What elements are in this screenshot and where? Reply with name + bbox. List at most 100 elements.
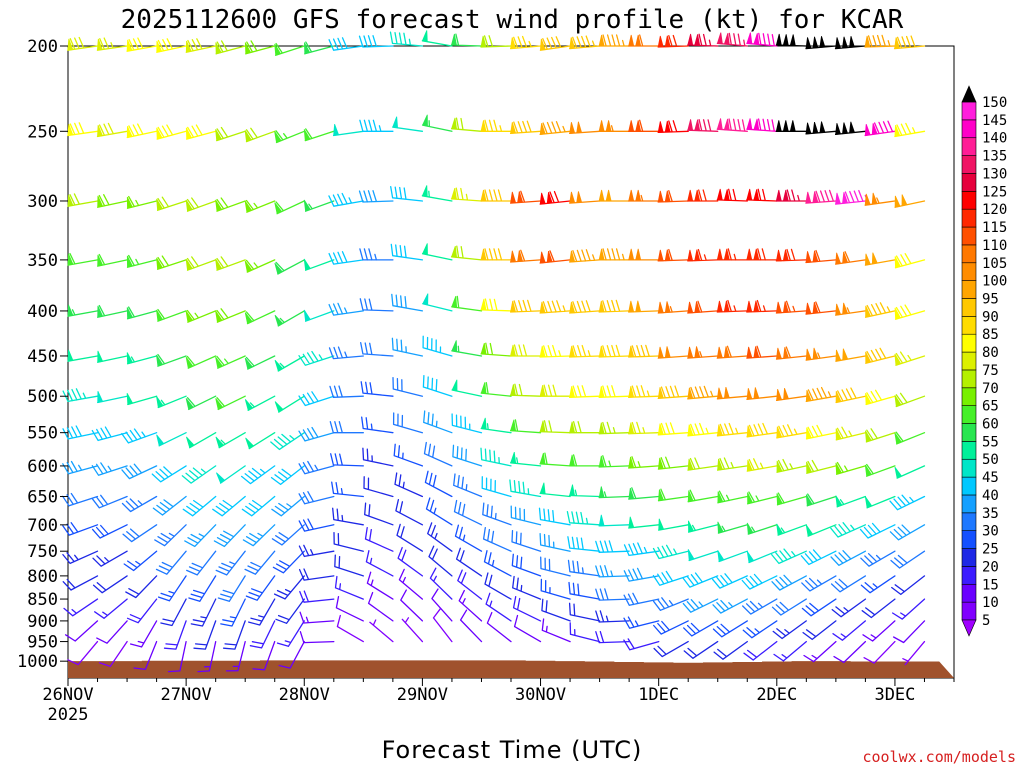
colorbar-bin [961,351,977,371]
wind-barb [835,387,867,404]
colorbar-label: 135 [982,149,1007,165]
wind-barb [486,611,512,643]
colorbar-label: 30 [982,524,999,540]
wind-barb [421,30,453,47]
wind-barb [273,575,305,600]
wind-barb [123,550,158,572]
wind-barb [890,550,926,569]
wind-barb [215,197,246,212]
wind-barb [598,34,630,47]
wind-barb [63,598,99,617]
wind-barb [775,300,807,314]
wind-barb [540,578,571,600]
wind-barb [567,559,601,577]
wind-barb [275,598,305,624]
wind-barb [628,119,660,132]
wind-barb [359,248,394,261]
wind-barb [91,494,128,509]
wind-barb [303,199,335,212]
wind-barb [834,189,869,205]
wind-barb [511,529,542,552]
wind-barb [240,465,276,485]
colorbar-label: 55 [982,434,999,450]
wind-barb [658,518,689,531]
wind-barb [182,495,217,517]
wind-barb [539,384,571,397]
wind-barb [244,40,276,55]
wind-barb [421,185,453,202]
wind-barb [156,196,187,211]
wind-barb [480,189,512,202]
wind-barb [129,620,158,648]
wind-barb [429,567,453,600]
wind-barb [400,589,424,622]
colorbar-label: 15 [982,577,999,593]
credit-link[interactable]: coolwx.com/models [862,748,1016,766]
wind-barb [806,459,837,474]
wind-barbs [62,30,926,673]
wind-barb [330,453,364,467]
wind-barb [717,550,748,563]
wind-barb [623,542,660,557]
wind-barb [716,422,748,437]
wind-barb [97,253,128,267]
wind-barb [598,385,630,398]
x-tick-label: 1DEC [638,685,679,705]
wind-barb [358,190,394,203]
wind-barb [805,301,837,315]
wind-barb [776,424,807,439]
wind-barb [742,620,778,639]
wind-barb [359,119,394,132]
wind-barb [361,416,394,434]
wind-barb [270,465,305,486]
terrain-surface [68,660,954,678]
wind-barb [568,484,601,498]
x-tick-label: 3DEC [874,685,915,705]
wind-barb [216,465,246,484]
surface-layer [68,660,954,678]
wind-barb [62,460,99,475]
wind-barb [215,550,246,576]
wind-barb [244,550,276,575]
wind-barb [274,310,305,327]
wind-barb [328,192,364,207]
wind-barb [332,507,364,526]
y-axis: 200 250 300 350 400 450 500 550 600 650 700 750 800 8… [17,37,68,672]
colorbar-bin [961,441,977,460]
colorbar-bin [961,316,977,335]
wind-barb [244,310,276,325]
wind-barb [364,527,394,552]
wind-barb [598,248,630,261]
wind-barb [864,120,896,137]
wind-barb [225,640,246,672]
wind-barb [64,620,99,642]
wind-barb [451,379,483,397]
wind-barb [541,598,571,622]
wind-barb [167,640,187,673]
wind-barb [94,598,128,619]
wind-barb [805,524,837,537]
wind-barb [628,248,660,261]
wind-barb [328,251,364,265]
wind-barb [623,616,660,629]
wind-barb [185,38,217,53]
x-tick-label: 29NOV [397,685,448,705]
wind-barb [801,575,837,592]
wind-barb [450,33,483,47]
wind-barb [568,454,601,467]
wind-barb [335,595,364,622]
wind-barb [360,342,394,357]
y-tick-label: 450 [27,347,58,367]
wind-barb [628,421,660,435]
wind-barb [628,300,660,313]
wind-barb [894,351,926,366]
wind-barb [682,598,719,613]
wind-barb [746,387,778,401]
wind-barb [67,640,99,666]
wind-barb [331,481,364,498]
wind-barb [450,117,483,132]
wind-barb [653,640,689,658]
wind-barb [421,114,453,132]
wind-barb [835,426,867,441]
wind-barb [772,620,807,640]
